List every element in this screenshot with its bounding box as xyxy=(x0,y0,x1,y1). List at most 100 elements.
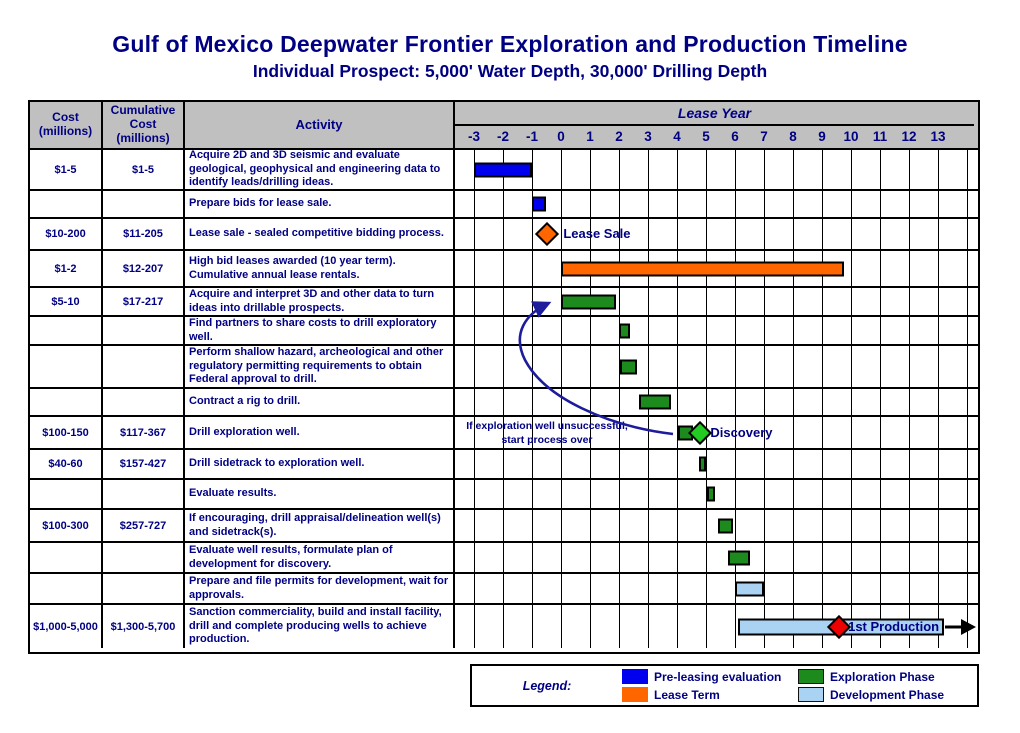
year-tick-7: 7 xyxy=(760,128,768,144)
legend-swatch-pre-leasing-blue xyxy=(622,669,648,684)
legend: Legend: Pre-leasing evaluation Lease Term… xyxy=(470,664,979,707)
page-title: Gulf of Mexico Deepwater Frontier Explor… xyxy=(112,31,908,57)
timeline-cell xyxy=(455,150,974,189)
timeline-table: Cost (millions) Cumulative Cost (million… xyxy=(28,100,980,654)
table-row: $100-150 $117-367 Drill exploration well. I… xyxy=(30,417,978,450)
cumulative-cost-cell: $1-5 xyxy=(103,150,185,189)
cumulative-cost-cell: $1,300-5,700 xyxy=(103,605,185,648)
table-row: Find partners to share costs to drill ex… xyxy=(30,317,978,346)
restart-note: If exploration well unsuccessful, start … xyxy=(466,419,628,446)
cost-cell xyxy=(30,574,103,603)
gantt-bar-exploration xyxy=(698,456,706,472)
cost-cell xyxy=(30,543,103,572)
legend-column-2: Exploration Phase Development Phase xyxy=(798,669,968,703)
activity-cell: Drill sidetrack to exploration well. xyxy=(185,450,455,478)
year-tick-4: 4 xyxy=(673,128,681,144)
legend-item-label: Lease Term xyxy=(654,687,720,702)
continuation-arrow-head xyxy=(960,618,976,635)
activity-cell: Drill exploration well. xyxy=(185,417,455,448)
gantt-bar-exploration xyxy=(639,394,672,410)
timeline-cell xyxy=(455,346,974,387)
activity-cell: Evaluate results. xyxy=(185,480,455,508)
cumulative-cost-cell xyxy=(103,480,185,508)
cost-cell: $1-2 xyxy=(30,251,103,286)
lease-year-axis: -3 -2 -1 0 1 2 3 4 5 6 7 8 9 10 11 12 13 xyxy=(455,126,974,148)
timeline-cell xyxy=(455,191,974,217)
table-row: Prepare bids for lease sale. xyxy=(30,191,978,219)
table-row: Evaluate results. xyxy=(30,480,978,510)
cumulative-cost-cell xyxy=(103,317,185,344)
activity-cell: Evaluate well results, formulate plan of… xyxy=(185,543,455,572)
activity-cell: Sanction commerciality, build and instal… xyxy=(185,605,455,648)
cumulative-cost-cell: $17-217 xyxy=(103,288,185,315)
activity-cell: Find partners to share costs to drill ex… xyxy=(185,317,455,344)
gantt-bar-exploration xyxy=(619,323,631,338)
cost-cell xyxy=(30,191,103,217)
gantt-bar-pre-leasing xyxy=(474,162,532,177)
timeline-cell xyxy=(455,510,974,541)
legend-item: Pre-leasing evaluation xyxy=(622,669,798,685)
lease-year-header-block: Lease Year -3 -2 -1 0 1 2 3 4 5 6 7 8 9 10 11 12 13 xyxy=(455,102,974,148)
table-row: $1,000-5,000 $1,300-5,700 Sanction commerc… xyxy=(30,605,978,648)
legend-item-label: Development Phase xyxy=(830,687,945,702)
table-row: $40-60 $157-427 Drill sidetrack to explora… xyxy=(30,450,978,480)
year-tick--2: -2 xyxy=(496,128,510,144)
timeline-cell xyxy=(455,317,974,344)
cumulative-cost-cell: $11-205 xyxy=(103,219,185,249)
year-tick-2: 2 xyxy=(615,128,623,144)
legend-item-label: Pre-leasing evaluation xyxy=(654,669,782,684)
gantt-bar-exploration xyxy=(717,518,733,533)
timeline-cell xyxy=(455,480,974,508)
cost-cell: $5-10 xyxy=(30,288,103,315)
activity-cell: Perform shallow hazard, archeological an… xyxy=(185,346,455,387)
timeline-cell: Lease Sale xyxy=(455,219,974,249)
legend-item: Development Phase xyxy=(798,687,968,703)
legend-swatch-exploration-green xyxy=(798,669,824,684)
timeline-cell xyxy=(455,251,974,286)
year-tick-6: 6 xyxy=(731,128,739,144)
table-row: $1-2 $12-207 High bid leases awarded (10 y… xyxy=(30,251,978,288)
legend-item-label: Exploration Phase xyxy=(830,669,935,684)
timeline-cell xyxy=(455,288,974,315)
legend-item: Lease Term xyxy=(622,687,798,703)
continuation-arrow-shaft xyxy=(944,625,961,628)
year-tick-13: 13 xyxy=(930,128,946,144)
timeline-cell xyxy=(455,574,974,603)
lease-year-label: Lease Year xyxy=(455,102,974,126)
timeline-cell xyxy=(455,450,974,478)
gantt-bar-exploration xyxy=(727,550,750,565)
gantt-bar-lease-term xyxy=(561,261,844,276)
table-row: $100-300 $257-727 If encouraging, drill ap… xyxy=(30,510,978,543)
milestone-label: Lease Sale xyxy=(563,226,631,242)
table-row: $10-200 $11-205 Lease sale - sealed compet… xyxy=(30,219,978,251)
activity-cell: Acquire and interpret 3D and other data … xyxy=(185,288,455,315)
cost-column-header: Cost (millions) xyxy=(30,102,103,148)
year-tick-8: 8 xyxy=(789,128,797,144)
cost-cell: $100-300 xyxy=(30,510,103,541)
year-tick-3: 3 xyxy=(644,128,652,144)
activity-cell: Contract a rig to drill. xyxy=(185,389,455,415)
activity-cell: High bid leases awarded (10 year term). … xyxy=(185,251,455,286)
cumulative-cost-column-header: Cumulative Cost (millions) xyxy=(103,102,185,148)
legend-column-1: Pre-leasing evaluation Lease Term xyxy=(622,669,798,703)
cost-cell xyxy=(30,389,103,415)
table-row: Contract a rig to drill. xyxy=(30,389,978,417)
year-tick--1: -1 xyxy=(525,128,539,144)
gantt-bar-exploration xyxy=(561,294,617,309)
table-row: Perform shallow hazard, archeological an… xyxy=(30,346,978,389)
table-row: Evaluate well results, formulate plan of… xyxy=(30,543,978,574)
cumulative-cost-cell xyxy=(103,543,185,572)
cumulative-cost-cell: $257-727 xyxy=(103,510,185,541)
timeline-cell xyxy=(455,389,974,415)
table-header: Cost (millions) Cumulative Cost (million… xyxy=(30,102,978,150)
table-row: Prepare and file permits for development… xyxy=(30,574,978,605)
activity-cell: If encouraging, drill appraisal/delineat… xyxy=(185,510,455,541)
legend-swatch-development-blue xyxy=(798,687,824,702)
timeline-cell: If exploration well unsuccessful, start … xyxy=(455,417,974,448)
legend-swatch-lease-term-orange xyxy=(622,687,648,702)
cost-cell xyxy=(30,346,103,387)
year-tick-12: 12 xyxy=(901,128,917,144)
cumulative-cost-cell xyxy=(103,389,185,415)
year-tick-5: 5 xyxy=(702,128,710,144)
cumulative-cost-cell xyxy=(103,346,185,387)
